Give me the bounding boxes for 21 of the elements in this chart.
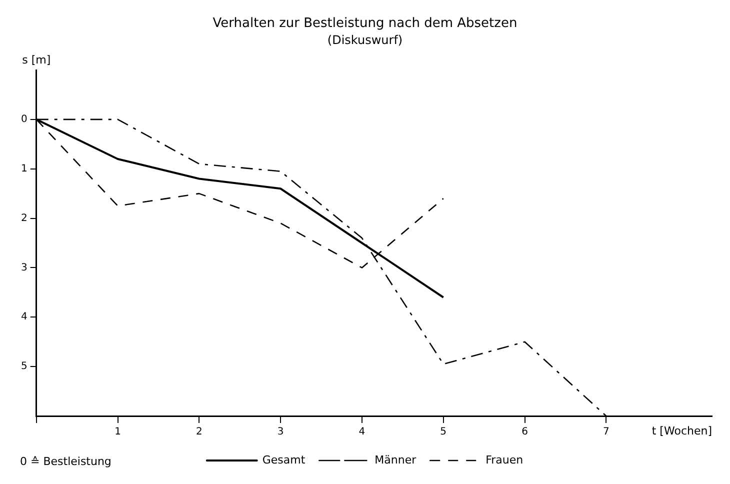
x-tick-label: 6 — [522, 426, 528, 438]
y-tick-label: 0 — [20, 114, 28, 126]
x-tick-label: 7 — [602, 426, 610, 438]
x-tick-label: 2 — [196, 426, 202, 438]
legend-label: Gesamt — [262, 453, 306, 466]
x-tick-label: 4 — [358, 426, 366, 438]
y-tick-label: 4 — [20, 312, 28, 323]
y-axis-title: s [m] — [22, 53, 51, 66]
y-tick-label: 3 — [20, 262, 28, 274]
x-tick-label: 3 — [277, 426, 284, 438]
x-tick-label: 5 — [440, 426, 447, 438]
y-tick-label: 2 — [20, 212, 28, 224]
x-axis-title: t [Wochen] — [652, 424, 712, 438]
legend-label: Männer — [374, 453, 417, 466]
text: 0 ≙ Bestleistung — [20, 455, 112, 468]
y-tick-label: 5 — [20, 361, 28, 372]
chart-subtitle: (Diskuswurf) — [327, 32, 403, 47]
chart-title: Verhalten zur Bestleistung nach dem Absetzen — [212, 16, 518, 32]
legend-label: Frauen — [486, 453, 524, 466]
x-tick-label: 1 — [114, 426, 121, 438]
y-tick-label: 1 — [20, 163, 28, 174]
